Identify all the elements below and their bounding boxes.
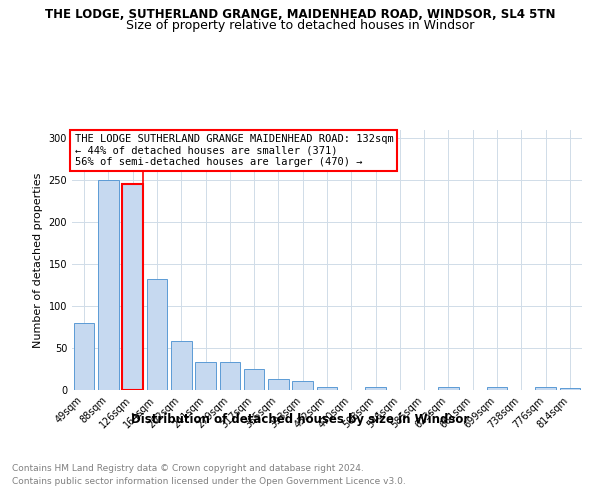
Bar: [365, 388, 386, 390]
Bar: [438, 388, 459, 390]
Bar: [74, 323, 94, 390]
Bar: [220, 362, 240, 390]
Bar: [122, 184, 143, 390]
Bar: [487, 388, 508, 390]
Bar: [195, 362, 216, 390]
Text: THE LODGE, SUTHERLAND GRANGE, MAIDENHEAD ROAD, WINDSOR, SL4 5TN: THE LODGE, SUTHERLAND GRANGE, MAIDENHEAD…: [45, 8, 555, 20]
Bar: [268, 379, 289, 390]
Text: Contains public sector information licensed under the Open Government Licence v3: Contains public sector information licen…: [12, 477, 406, 486]
Bar: [317, 388, 337, 390]
Text: Contains HM Land Registry data © Crown copyright and database right 2024.: Contains HM Land Registry data © Crown c…: [12, 464, 364, 473]
Y-axis label: Number of detached properties: Number of detached properties: [33, 172, 43, 348]
Bar: [535, 388, 556, 390]
Bar: [146, 280, 167, 390]
Bar: [244, 369, 265, 390]
Bar: [560, 388, 580, 390]
Text: THE LODGE SUTHERLAND GRANGE MAIDENHEAD ROAD: 132sqm
← 44% of detached houses are: THE LODGE SUTHERLAND GRANGE MAIDENHEAD R…: [74, 134, 394, 167]
Bar: [292, 381, 313, 390]
Text: Size of property relative to detached houses in Windsor: Size of property relative to detached ho…: [126, 19, 474, 32]
Bar: [171, 340, 191, 390]
Text: Distribution of detached houses by size in Windsor: Distribution of detached houses by size …: [131, 412, 469, 426]
Bar: [98, 180, 119, 390]
